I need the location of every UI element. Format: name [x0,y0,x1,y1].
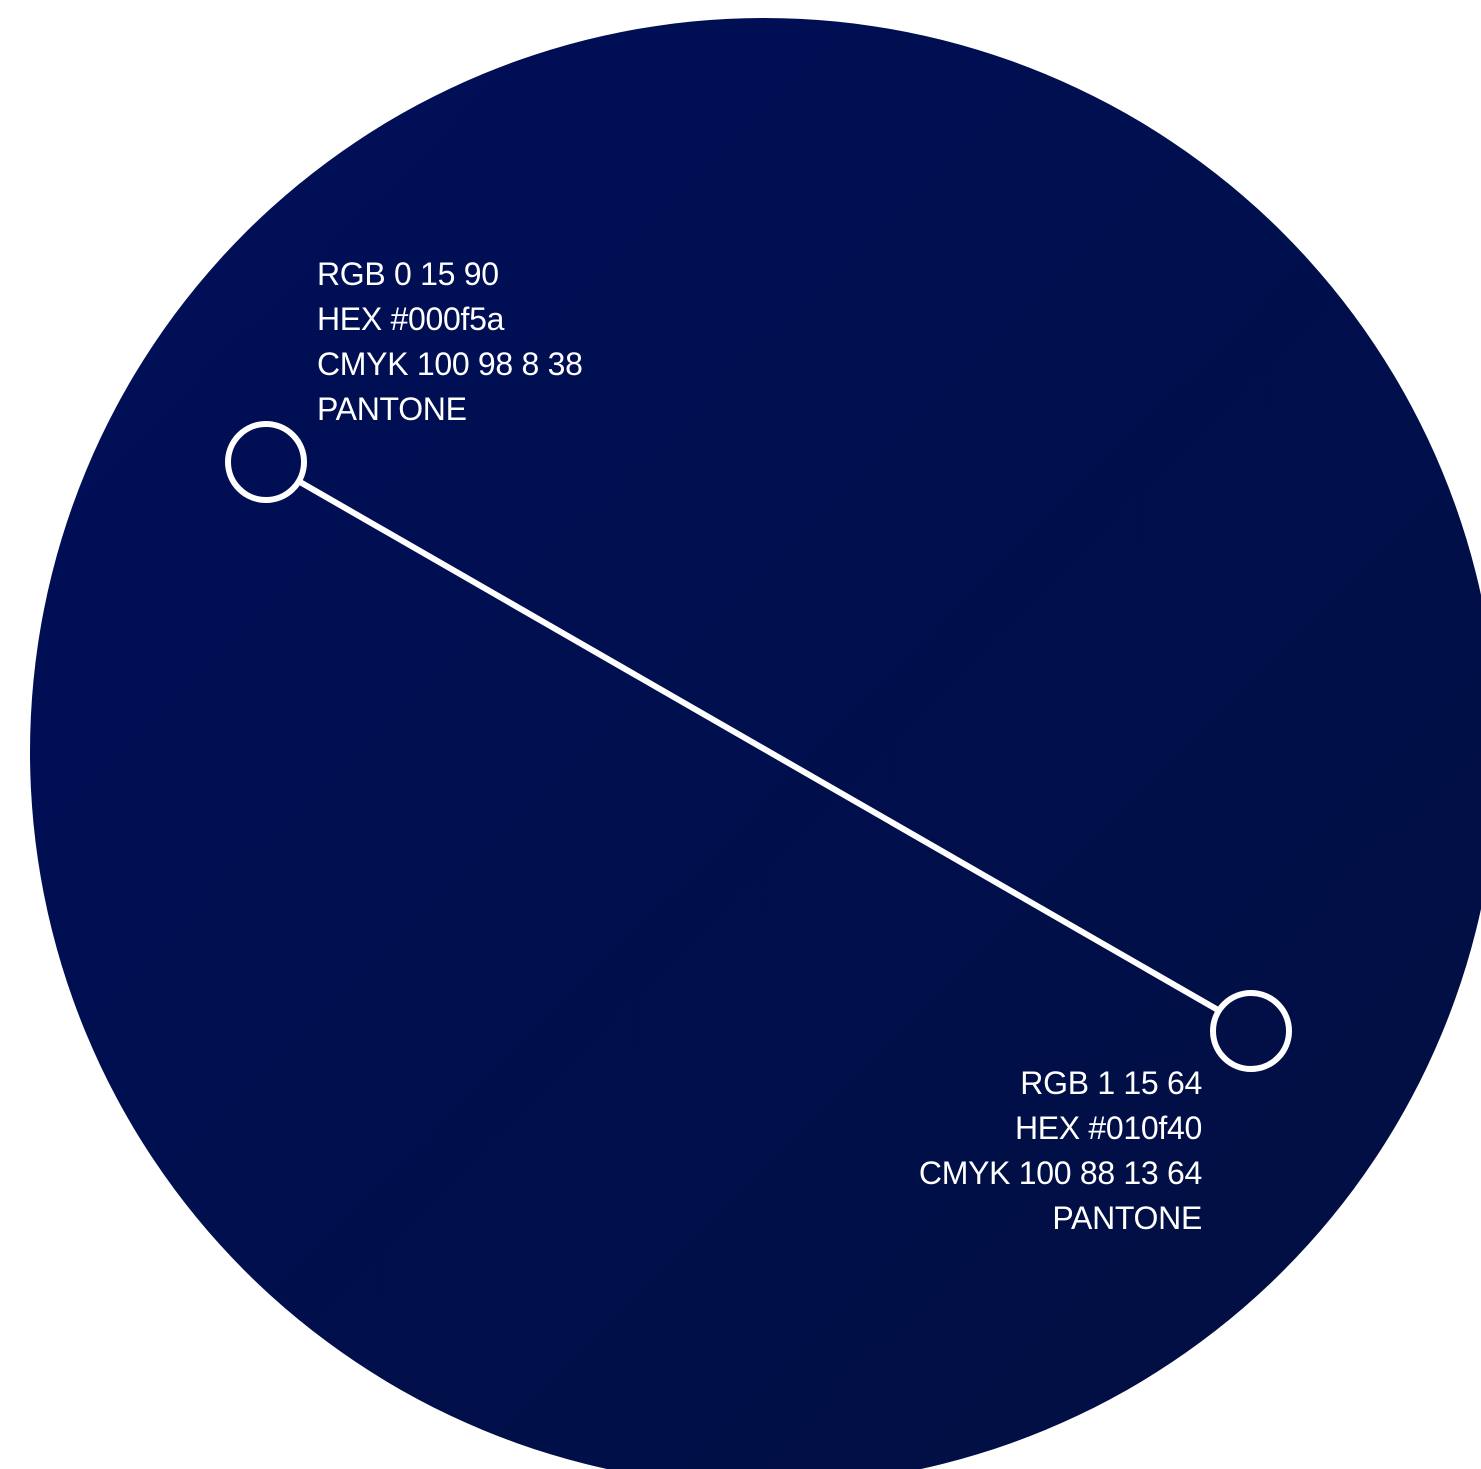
start-rgb-value: RGB 0 15 90 [317,256,499,292]
start-color-spec: RGB 0 15 90 HEX #000f5a CMYK 100 98 8 38… [317,252,583,432]
gradient-direction-line [297,479,1221,1013]
start-cmyk-value: CMYK 100 98 8 38 [317,346,583,382]
start-pantone-value: PANTONE [317,391,467,427]
end-cmyk-value: CMYK 100 88 13 64 [918,1155,1202,1191]
end-hex-value: HEX #010f40 [1014,1110,1202,1146]
start-hex-value: HEX #000f5a [317,301,505,337]
end-color-spec: RGB 1 15 64 HEX #010f40 CMYK 100 88 13 6… [919,1061,1202,1241]
end-rgb-value: RGB 1 15 64 [1020,1065,1202,1101]
gradient-start-marker [225,421,307,503]
gradient-end-marker [1210,990,1292,1072]
end-pantone-value: PANTONE [1052,1200,1202,1236]
